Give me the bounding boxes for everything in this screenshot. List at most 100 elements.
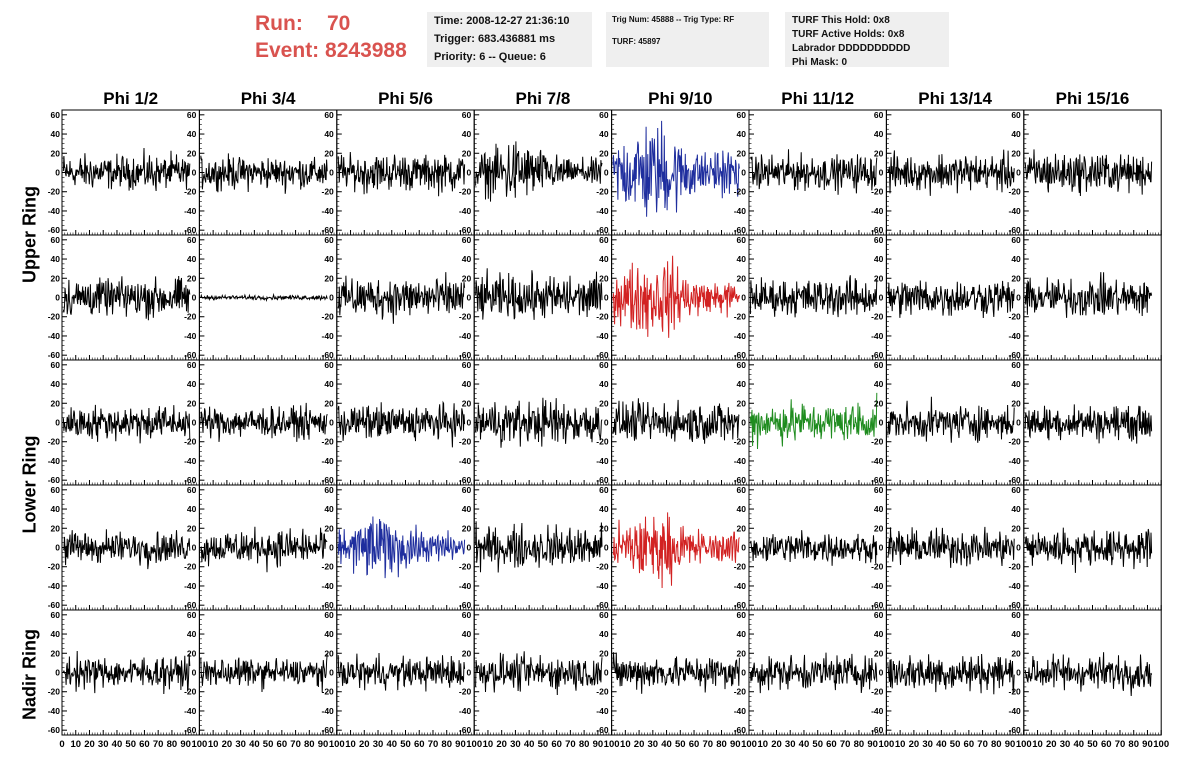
y-tick-label: -20 <box>48 562 61 572</box>
x-tick-label: 0 <box>59 739 64 750</box>
turf-info-box: TURF This Hold: 0x8 TURF Active Holds: 0… <box>785 12 949 68</box>
y-tick-label: -40 <box>322 456 335 466</box>
x-tick-label: 80 <box>579 739 590 750</box>
x-tick-label: 90 <box>455 739 466 750</box>
y-tick-label: 0 <box>1016 418 1021 428</box>
priority-text: Priority: 6 -- Queue: 6 <box>434 51 546 63</box>
y-tick-label: 0 <box>879 418 884 428</box>
x-tick-label: 50 <box>263 739 274 750</box>
y-tick-label: -40 <box>322 206 335 216</box>
x-tick-label: 90 <box>1142 739 1153 750</box>
x-tick-label: 10 <box>620 739 631 750</box>
waveform-trace <box>887 149 1015 196</box>
y-tick-label: -40 <box>1009 331 1022 341</box>
run-event-display: Run: 70 Event: 8243988 <box>255 10 407 64</box>
y-tick-label: 40 <box>51 379 61 389</box>
y-tick-label: 20 <box>324 148 334 158</box>
waveform-trace <box>200 654 328 693</box>
y-tick-label: 60 <box>51 110 61 120</box>
y-tick-label: -20 <box>871 687 884 697</box>
x-tick-label: 30 <box>510 739 521 750</box>
y-tick-label: -20 <box>1009 187 1022 197</box>
x-tick-label: 60 <box>964 739 975 750</box>
y-tick-label: -60 <box>48 600 61 610</box>
x-tick-label: 50 <box>125 739 136 750</box>
y-tick-label: 20 <box>462 148 472 158</box>
y-tick-label: -40 <box>596 206 609 216</box>
y-tick-label: -60 <box>734 225 747 235</box>
y-tick-label: 0 <box>879 293 884 303</box>
y-tick-label: -60 <box>48 725 61 735</box>
y-tick-label: 60 <box>874 235 884 245</box>
waveform-trace <box>337 151 466 197</box>
y-tick-label: -60 <box>184 225 197 235</box>
y-tick-label: 0 <box>329 168 334 178</box>
y-tick-label: -40 <box>459 456 472 466</box>
y-tick-label: 0 <box>879 168 884 178</box>
x-tick-label: 40 <box>661 739 672 750</box>
y-tick-label: 40 <box>462 379 472 389</box>
y-tick-label: -20 <box>184 687 197 697</box>
y-tick-label: 0 <box>604 168 609 178</box>
y-tick-label: 40 <box>462 504 472 514</box>
y-tick-label: 60 <box>874 360 884 370</box>
x-tick-label: 90 <box>730 739 741 750</box>
y-tick-label: -20 <box>871 312 884 322</box>
y-tick-label: 60 <box>874 485 884 495</box>
column-title: Phi 1/2 <box>103 89 158 108</box>
y-tick-label: 60 <box>874 110 884 120</box>
x-tick-label: 60 <box>551 739 562 750</box>
y-tick-label: -20 <box>596 562 609 572</box>
x-tick-label: 10 <box>757 739 768 750</box>
x-tick-label: 70 <box>153 739 164 750</box>
y-tick-label: 60 <box>187 610 197 620</box>
waveform-trace <box>200 526 328 573</box>
y-tick-label: 20 <box>187 148 197 158</box>
x-tick-label: 90 <box>180 739 191 750</box>
y-tick-label: -40 <box>184 331 197 341</box>
y-tick-label: -40 <box>322 331 335 341</box>
x-tick-label: 30 <box>785 739 796 750</box>
y-tick-label: 60 <box>324 610 334 620</box>
y-tick-label: 60 <box>737 485 747 495</box>
y-tick-label: -40 <box>459 706 472 716</box>
y-tick-label: 0 <box>466 293 471 303</box>
y-tick-label: 0 <box>1016 293 1021 303</box>
y-tick-label: 60 <box>1011 110 1021 120</box>
waveform-trace <box>62 650 191 695</box>
x-tick-label: 50 <box>675 739 686 750</box>
y-tick-label: -40 <box>734 331 747 341</box>
y-tick-label: 20 <box>51 648 61 658</box>
y-tick-label: 40 <box>599 254 609 264</box>
y-tick-label: 20 <box>599 398 609 408</box>
y-tick-label: -40 <box>734 581 747 591</box>
waveform-trace <box>200 153 328 194</box>
y-tick-label: 20 <box>1011 648 1021 658</box>
y-tick-label: 20 <box>1011 523 1021 533</box>
y-tick-label: 40 <box>599 129 609 139</box>
y-tick-label: -60 <box>1009 725 1022 735</box>
x-tick-label: 90 <box>593 739 604 750</box>
y-tick-label: -20 <box>459 187 472 197</box>
y-tick-label: -20 <box>184 312 197 322</box>
y-tick-label: -60 <box>459 225 472 235</box>
x-tick-label: 70 <box>702 739 713 750</box>
y-tick-label: -20 <box>322 312 335 322</box>
y-tick-label: -20 <box>871 562 884 572</box>
waveform-trace <box>887 526 1015 568</box>
y-tick-label: -60 <box>596 725 609 735</box>
x-tick-label: 30 <box>98 739 109 750</box>
y-tick-label: 60 <box>1011 610 1021 620</box>
trig-num-text: Trig Num: 45888 -- Trig Type: RF <box>612 15 735 24</box>
y-tick-label: -40 <box>184 581 197 591</box>
y-tick-label: -60 <box>48 225 61 235</box>
y-tick-label: -40 <box>1009 706 1022 716</box>
y-tick-label: 20 <box>737 398 747 408</box>
waveform-trace <box>749 275 878 318</box>
x-tick-label: 60 <box>277 739 288 750</box>
waveform-trace <box>612 652 740 694</box>
x-tick-label: 80 <box>304 739 315 750</box>
y-tick-label: -20 <box>48 187 61 197</box>
y-tick-label: 20 <box>324 648 334 658</box>
y-tick-label: 40 <box>874 504 884 514</box>
